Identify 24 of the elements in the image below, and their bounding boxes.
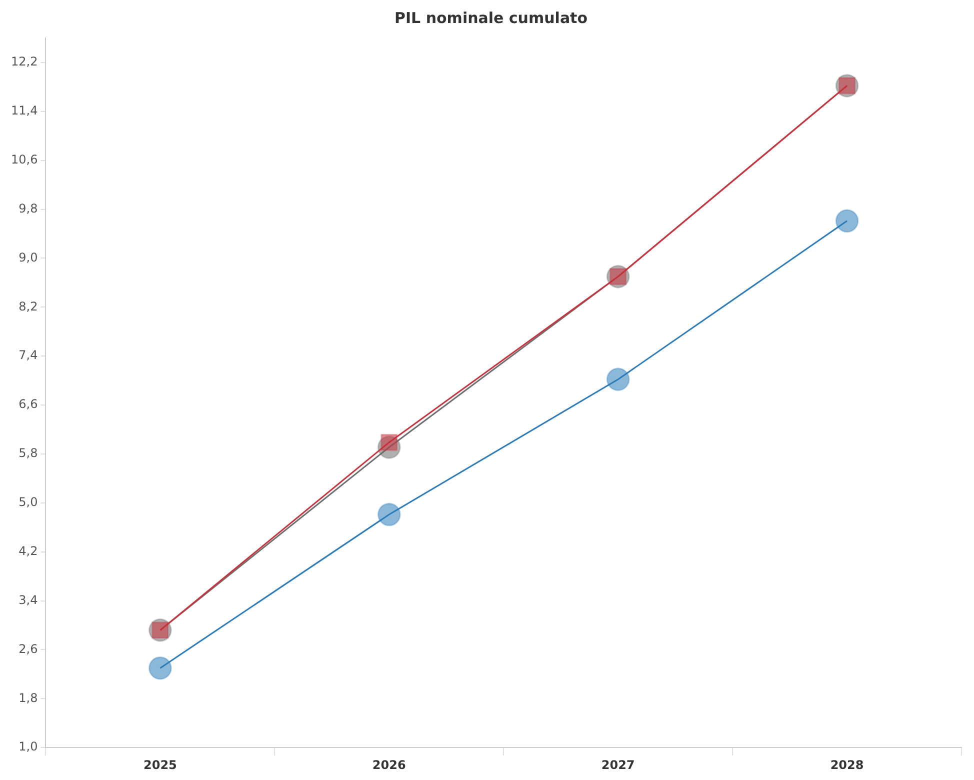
y-tick-label: 1,0: [18, 740, 38, 754]
y-tick-label: 1,8: [18, 690, 38, 705]
y-tick-label: 6,6: [18, 397, 38, 412]
point: [835, 209, 859, 233]
point: [606, 368, 630, 392]
x-tick-label: 2025: [143, 758, 177, 772]
x-tick-label: 2028: [830, 758, 864, 772]
point: [148, 656, 172, 680]
y-tick-label: 9,0: [18, 250, 38, 264]
x-tick-label: 2027: [601, 758, 635, 772]
y-tick-label: 12,2: [11, 54, 38, 69]
y-tick-label: 5,8: [18, 446, 38, 460]
y-tick-label: 4,2: [18, 544, 38, 558]
y-tick-label: 9,8: [18, 201, 38, 216]
y-tick-label: 3,4: [18, 592, 38, 607]
y-tick-label: 8,2: [18, 299, 38, 314]
y-tick-label: 11,4: [11, 104, 38, 118]
x-tick-label: 2026: [372, 758, 406, 772]
y-tick-label: 7,4: [18, 348, 38, 362]
point: [377, 502, 401, 526]
y-tick-label: 10,6: [11, 152, 38, 166]
y-tick-label: 5,0: [18, 495, 38, 510]
y-tick-label: 2,6: [18, 642, 38, 656]
chart-title: PIL nominale cumulato: [394, 8, 588, 27]
